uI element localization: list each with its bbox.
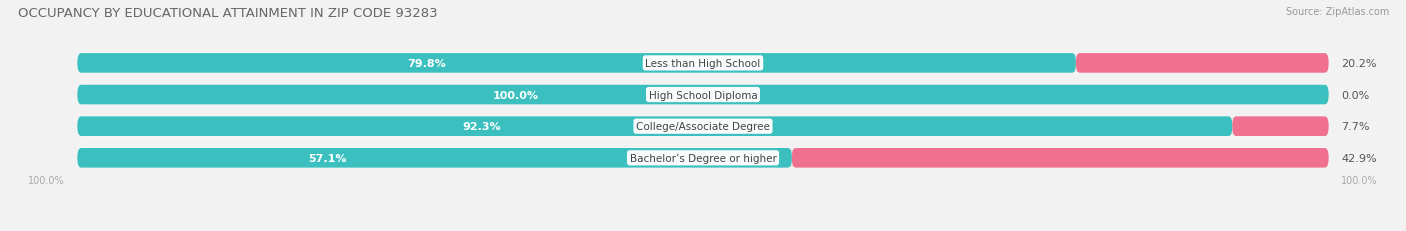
Text: Bachelor’s Degree or higher: Bachelor’s Degree or higher bbox=[630, 153, 776, 163]
FancyBboxPatch shape bbox=[77, 54, 1076, 73]
Text: 20.2%: 20.2% bbox=[1341, 59, 1376, 69]
FancyBboxPatch shape bbox=[77, 54, 1329, 73]
Text: OCCUPANCY BY EDUCATIONAL ATTAINMENT IN ZIP CODE 93283: OCCUPANCY BY EDUCATIONAL ATTAINMENT IN Z… bbox=[18, 7, 437, 20]
Text: 100.0%: 100.0% bbox=[28, 175, 65, 185]
Text: Source: ZipAtlas.com: Source: ZipAtlas.com bbox=[1285, 7, 1389, 17]
FancyBboxPatch shape bbox=[77, 85, 1329, 105]
Text: 92.3%: 92.3% bbox=[463, 122, 501, 132]
Text: 0.0%: 0.0% bbox=[1341, 90, 1369, 100]
Text: 100.0%: 100.0% bbox=[1341, 175, 1378, 185]
Text: 57.1%: 57.1% bbox=[308, 153, 347, 163]
Text: 7.7%: 7.7% bbox=[1341, 122, 1369, 132]
FancyBboxPatch shape bbox=[77, 117, 1329, 136]
Text: Less than High School: Less than High School bbox=[645, 59, 761, 69]
FancyBboxPatch shape bbox=[77, 117, 1232, 136]
FancyBboxPatch shape bbox=[1232, 117, 1329, 136]
FancyBboxPatch shape bbox=[77, 148, 1329, 168]
Text: 42.9%: 42.9% bbox=[1341, 153, 1376, 163]
Text: High School Diploma: High School Diploma bbox=[648, 90, 758, 100]
FancyBboxPatch shape bbox=[1076, 54, 1329, 73]
Text: 100.0%: 100.0% bbox=[492, 90, 538, 100]
FancyBboxPatch shape bbox=[77, 148, 792, 168]
Text: 79.8%: 79.8% bbox=[408, 59, 446, 69]
Text: College/Associate Degree: College/Associate Degree bbox=[636, 122, 770, 132]
FancyBboxPatch shape bbox=[792, 148, 1329, 168]
FancyBboxPatch shape bbox=[77, 85, 1329, 105]
